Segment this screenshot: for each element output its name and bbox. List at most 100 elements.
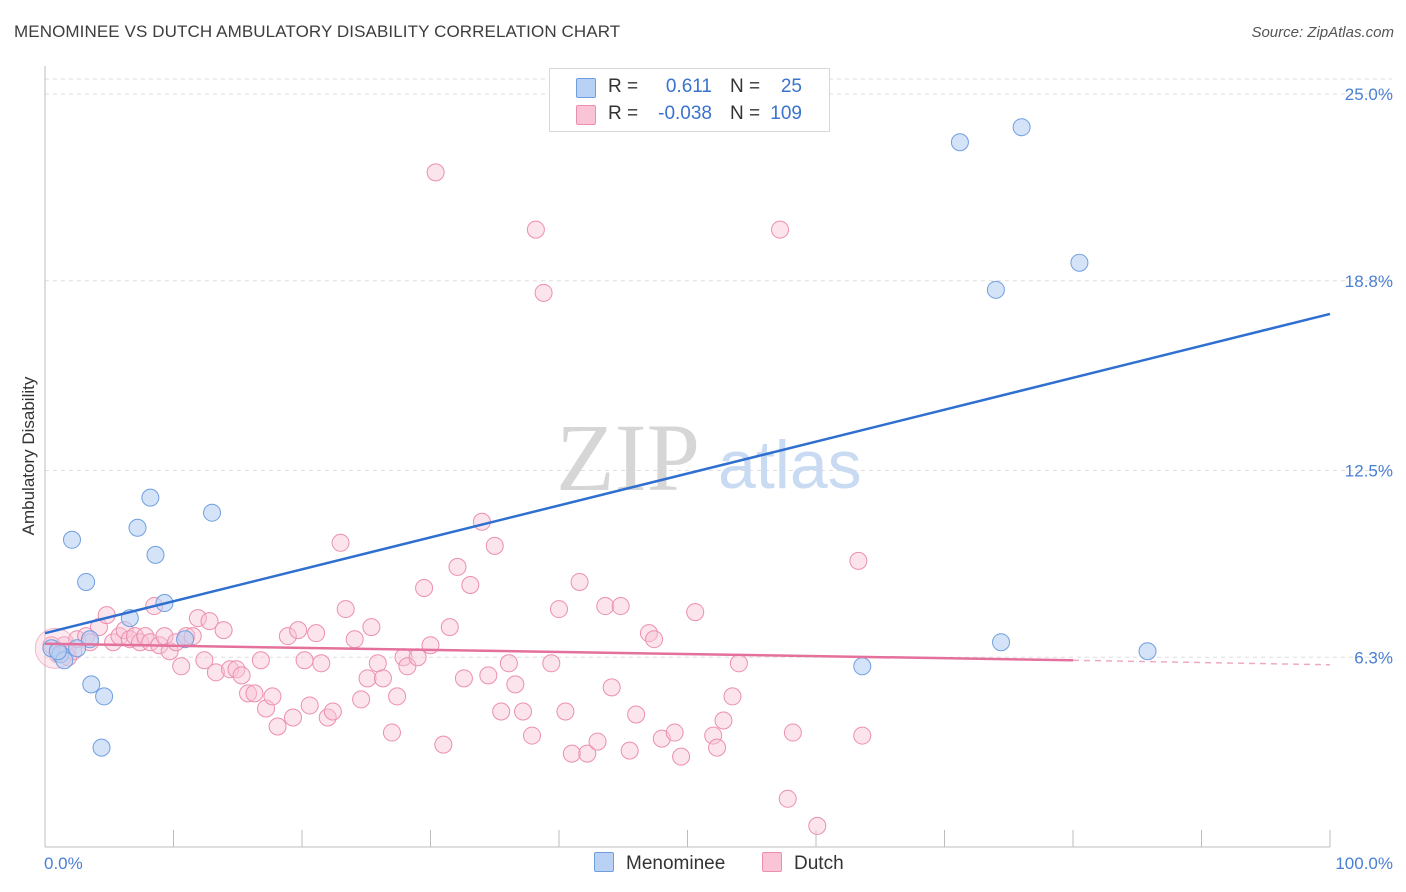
- menominee-point: [77, 572, 96, 591]
- dutch-point: [492, 702, 511, 721]
- tick-labels: 6.3% 12.5% 18.8% 25.0% 0.0% 100.0%: [44, 85, 1393, 873]
- dutch-point: [853, 726, 872, 745]
- menominee-point: [92, 738, 111, 757]
- dutch-point: [251, 651, 270, 670]
- dutch-point: [602, 678, 621, 697]
- dutch-point: [426, 163, 445, 182]
- dutch-point: [454, 669, 473, 688]
- y-axis-label: Ambulatory Disability: [19, 376, 38, 535]
- dutch-legend-label: Dutch: [794, 853, 844, 874]
- menominee-point: [1070, 253, 1089, 272]
- dutch-point: [578, 744, 597, 763]
- dutch-point: [556, 702, 575, 721]
- menominee-legend-label: Menominee: [626, 853, 726, 874]
- dutch-point: [362, 618, 381, 637]
- menominee-point: [48, 642, 67, 661]
- dutch-point: [526, 220, 545, 239]
- menominee-point: [82, 675, 101, 694]
- bottom-legend-dutch: Dutch: [762, 852, 844, 875]
- dutch-point: [570, 572, 589, 591]
- dutch-point: [479, 666, 498, 685]
- dutch-point: [783, 723, 802, 742]
- menominee-point: [176, 630, 195, 649]
- menominee-points: [42, 118, 1157, 757]
- menominee-point: [1012, 118, 1031, 137]
- menominee-point: [986, 280, 1005, 299]
- dutch-point: [382, 723, 401, 742]
- legend-r-label: R =: [608, 76, 639, 97]
- dutch-point: [472, 512, 491, 531]
- legend-n-label: N =: [730, 76, 761, 97]
- dutch-point: [195, 651, 214, 670]
- dutch-point: [415, 578, 434, 597]
- legend-r-value: 0.611: [665, 76, 712, 97]
- dutch-point: [331, 533, 350, 552]
- grid-lines: [45, 78, 1392, 658]
- menominee-swatch: [576, 78, 596, 98]
- dutch-point: [645, 630, 664, 649]
- y-tick-label: 6.3%: [1354, 648, 1393, 667]
- dutch-point: [534, 283, 553, 302]
- menominee-point: [95, 687, 114, 706]
- dutch-point: [368, 654, 387, 673]
- dutch-point: [300, 696, 319, 715]
- dutch-point: [542, 654, 561, 673]
- dutch-point: [620, 741, 639, 760]
- dutch-point: [808, 816, 827, 835]
- dutch-point: [312, 654, 331, 673]
- dutch-point: [523, 726, 542, 745]
- dutch-point: [336, 600, 355, 619]
- watermark: ZIP atlas: [556, 404, 862, 511]
- menominee-point: [146, 545, 165, 564]
- dutch-point: [665, 723, 684, 742]
- dutch-point: [686, 603, 705, 622]
- dutch-point: [448, 557, 467, 576]
- dutch-point: [318, 708, 337, 727]
- legend-n-value: 109: [770, 103, 802, 124]
- dutch-point: [245, 684, 264, 703]
- dutch-point: [723, 687, 742, 706]
- dutch-point: [268, 717, 287, 736]
- y-tick-label: 12.5%: [1345, 462, 1393, 481]
- dutch-point: [704, 726, 723, 745]
- x-tick-label: 100.0%: [1335, 854, 1393, 873]
- dutch-point: [550, 600, 568, 619]
- dutch-point: [373, 669, 392, 688]
- legend-n-label: N =: [730, 103, 761, 124]
- menominee-legend-swatch: [594, 852, 614, 872]
- dutch-point: [307, 624, 326, 643]
- dutch-point: [514, 702, 533, 721]
- dutch-point: [358, 669, 377, 688]
- dutch-swatch: [576, 105, 596, 125]
- menominee-point: [1138, 642, 1157, 661]
- menominee-point: [853, 657, 872, 676]
- dutch-point: [778, 789, 797, 808]
- menominee-trend-line: [44, 312, 1331, 635]
- dutch-point: [562, 744, 581, 763]
- dutch-point: [227, 660, 246, 679]
- trend-lines: [44, 312, 1331, 666]
- dutch-point: [232, 666, 251, 685]
- stats-legend: R = 0.611 N = 25 R = -0.038 N = 109: [549, 68, 830, 132]
- dutch-point: [434, 735, 453, 754]
- axes: [44, 66, 1331, 848]
- dutch-point: [499, 654, 518, 673]
- legend-r-label: R =: [608, 103, 639, 124]
- dutch-point: [398, 657, 417, 676]
- dutch-point: [284, 708, 303, 727]
- dutch-point: [323, 702, 342, 721]
- menominee-point: [203, 503, 222, 522]
- dutch-point: [214, 621, 233, 640]
- dutch-legend-swatch: [762, 852, 782, 872]
- x-tick-label: 0.0%: [44, 854, 83, 873]
- dutch-point: [172, 657, 191, 676]
- legend-n-value: 25: [780, 76, 802, 97]
- bottom-legend-menominee: Menominee: [594, 852, 725, 875]
- dutch-point: [849, 551, 868, 570]
- dutch-point: [506, 675, 525, 694]
- dutch-point: [206, 663, 225, 682]
- dutch-trend-line: [44, 642, 1074, 662]
- chart-source: Source: ZipAtlas.com: [1251, 24, 1394, 41]
- watermark-atlas: atlas: [718, 427, 862, 503]
- dutch-point: [627, 705, 646, 724]
